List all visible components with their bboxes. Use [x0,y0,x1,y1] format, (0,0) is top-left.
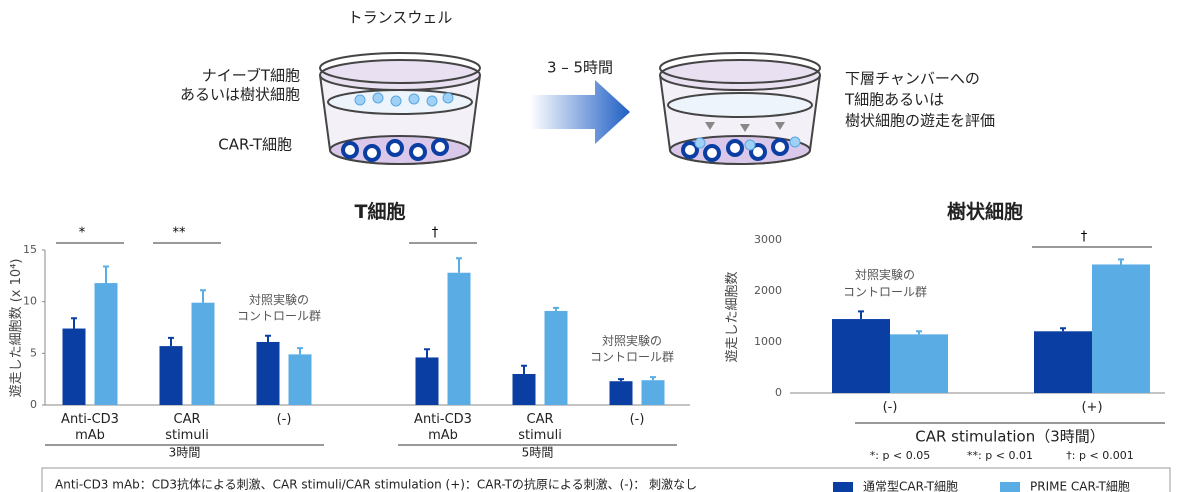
error-bar [265,334,271,342]
bar [832,319,890,393]
bar [288,354,312,405]
lower-cells-label: CAR-T細胞 [218,135,292,154]
p-value-note: *: p < 0.05 [869,449,931,463]
error-bar [650,376,656,381]
bar [512,374,536,405]
group-label: 5時間 [521,445,554,460]
x-axis-label: CAR stimulation（3時間） [915,427,1105,446]
bar [447,272,471,405]
error-bar [71,317,77,329]
bar [1092,264,1150,393]
significance-label: † [432,226,439,241]
error-bar [521,364,527,374]
x-tick-label: Anti-CD3 mAb [414,411,472,443]
error-bar [1060,327,1066,332]
x-tick-label: (-) [629,411,645,427]
arrow [530,80,630,144]
error-bar [553,306,559,311]
error-bar [456,257,462,273]
transwell-right [659,52,821,165]
bar [544,310,568,405]
x-tick-label: (+) [1081,399,1103,415]
legend-label: PRIME CAR-T細胞 [1030,479,1130,492]
chart-title: 樹状細胞 [946,201,1024,224]
chart-title: T細胞 [354,201,406,224]
y-tick-label: 5 [30,346,37,359]
error-bar [858,310,864,320]
y-tick-label: 3000 [754,233,782,246]
control-note: 対照実験の コントロール群 [236,292,322,323]
error-bar [103,265,109,284]
y-tick-label: 15 [23,243,37,256]
footnote: Anti-CD3 mAb：CD3抗体による刺激、CAR stimuli/CAR … [55,477,698,492]
y-tick-label: 10 [23,295,37,308]
footnote-box [41,467,1171,492]
control-note: 対照実験の コントロール群 [589,333,675,365]
error-bar [200,289,206,303]
error-bar [168,336,174,347]
p-value-note: **: p < 0.01 [967,449,1033,463]
error-bar [916,330,922,335]
bar [1034,331,1092,393]
upper-cells-label: ナイーブT細胞 あるいは樹状細胞 [179,66,300,103]
y-axis-label: 遊走した細胞数 [724,270,740,363]
legend-label: 通常型CAR-T細胞 [863,479,958,492]
significance-label: † [1081,230,1088,245]
bar [159,346,183,405]
error-bar [297,347,303,355]
error-bar [618,378,624,382]
significance-label: * [79,226,86,241]
y-tick-label: 1000 [754,335,782,348]
bar [62,328,86,405]
y-tick-label: 0 [775,386,782,399]
duration-label: 3 – 5時間 [546,58,614,77]
bar [191,302,215,405]
p-value-note: †: p < 0.001 [1066,449,1134,463]
x-tick-label: Anti-CD3 mAb [61,411,119,443]
y-tick-label: 0 [30,398,37,411]
transwell-left [319,52,481,165]
y-axis-label: 遊走した細胞数 (x 10⁴) [8,258,24,397]
legend-swatch [833,482,853,492]
legend-swatch [1000,482,1020,492]
significance-label: ** [173,226,187,241]
bar [94,283,118,405]
x-tick-label: (-) [276,411,292,427]
error-bar [1118,258,1124,265]
bar [415,357,439,405]
bar [609,381,633,405]
error-bar [424,348,430,358]
bar [256,341,280,405]
x-tick-label: CAR stimuli [165,411,209,443]
bar [890,334,948,393]
group-label: 3時間 [168,445,201,460]
x-tick-label: CAR stimuli [518,411,562,443]
readout-label: 下層チャンバーへの T細胞あるいは 樹状細胞の遊走を評価 [845,69,996,130]
control-note: 対照実験の コントロール群 [842,268,928,299]
bar [641,380,665,405]
x-tick-label: (-) [882,399,898,415]
y-tick-label: 2000 [754,284,782,297]
transwell-label: トランスウェル [347,8,453,27]
